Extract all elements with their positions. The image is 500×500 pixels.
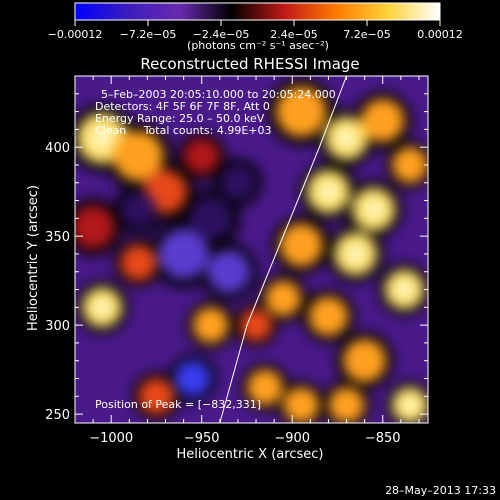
footer-timestamp: 28–May–2013 17:33: [385, 484, 496, 497]
heatmap-blob: [189, 196, 233, 241]
heatmap-blob: [361, 98, 405, 143]
y-axis-label: Heliocentric Y (arcsec): [26, 185, 41, 331]
x-tick-label: −850: [365, 431, 401, 446]
heatmap-blob: [342, 338, 387, 383]
colorbar-ticks: −0.00012 −7.2e−05 −2.4e−05 2.4e−05 7.2e−05 0.…: [48, 20, 463, 41]
heatmap-peak-core: [345, 244, 366, 264]
heatmap-blob: [219, 164, 257, 201]
y-tick-label: 250: [45, 408, 70, 423]
solar-limb-curve: [219, 76, 348, 423]
annotation-peak-position: Position of Peak = [−832,331]: [95, 398, 261, 411]
annotation-clean-counts: Clean Total counts: 4.99E+03: [95, 124, 272, 137]
colorbar-units-label: (photons cm⁻² s⁻¹ asec⁻²): [187, 39, 329, 52]
colorbar-tick-label: 0.00012: [417, 28, 463, 41]
heatmap-blob: [246, 369, 284, 406]
heatmap-blob: [113, 130, 164, 182]
colorbar-tick-label: −7.2e−05: [120, 28, 177, 41]
colorbar: [74, 2, 441, 21]
heatmap-peak-core: [90, 126, 114, 150]
plot-frame: [74, 75, 429, 424]
heatmap-peak-core: [93, 298, 112, 317]
heatmap-blob: [265, 280, 302, 317]
heatmap-peak-core: [401, 397, 419, 414]
x-axis-label: Heliocentric X (arcsec): [177, 447, 324, 462]
x-tick-label: −950: [184, 431, 220, 446]
heatmap-blob: [120, 244, 157, 281]
annotation-date-range: 5–Feb–2003 20:05:10.000 to 20:05:24.000: [101, 88, 336, 101]
heatmap-blob: [75, 205, 115, 249]
heatmap-blob: [158, 228, 209, 280]
heatmap-blob: [207, 250, 251, 294]
colorbar-tick-label: 7.2e−05: [343, 28, 390, 41]
annotation-energy: Energy Range: 25.0 – 50.0 keV: [95, 112, 265, 125]
heatmap-blob: [279, 223, 324, 267]
x-axis: −1000 −950 −900 −850: [89, 76, 420, 446]
x-tick-label: −1000: [89, 431, 133, 446]
heatmap-blob: [183, 137, 220, 175]
y-tick-label: 300: [45, 319, 70, 334]
heatmap-peak-core: [363, 199, 384, 220]
colorbar-tick-label: 2.4e−05: [270, 28, 317, 41]
heatmap-blob: [239, 308, 273, 342]
plot-area: [75, 76, 428, 423]
chart-title: Reconstructed RHESSI Image: [140, 55, 359, 73]
heatmap-blob: [275, 86, 327, 137]
heatmap-blob: [328, 387, 365, 423]
heatmap-blob: [283, 387, 320, 423]
heatmap-blob: [138, 378, 175, 415]
heatmap-peak-core: [395, 280, 414, 299]
heatmap-blob: [120, 191, 157, 228]
y-tick-label: 400: [45, 141, 70, 156]
heatmap-peak-core: [318, 181, 339, 202]
heatmap-blob: [308, 296, 349, 337]
y-tick-label: 350: [45, 230, 70, 245]
heatmap-peak-core: [336, 128, 357, 149]
colorbar-tick-label: −2.4e−05: [193, 28, 250, 41]
heatmap-blob: [391, 146, 428, 184]
heatmap-blob: [174, 360, 211, 397]
x-tick-label: −900: [274, 431, 310, 446]
heatmap-blob: [192, 307, 229, 344]
heatmap-emission: [75, 77, 428, 423]
colorbar-tick-label: −0.00012: [48, 28, 103, 41]
annotation-detectors: Detectors: 4F 5F 6F 7F 8F, Att 0: [95, 100, 270, 113]
y-axis: 250 300 350 400: [45, 75, 428, 423]
